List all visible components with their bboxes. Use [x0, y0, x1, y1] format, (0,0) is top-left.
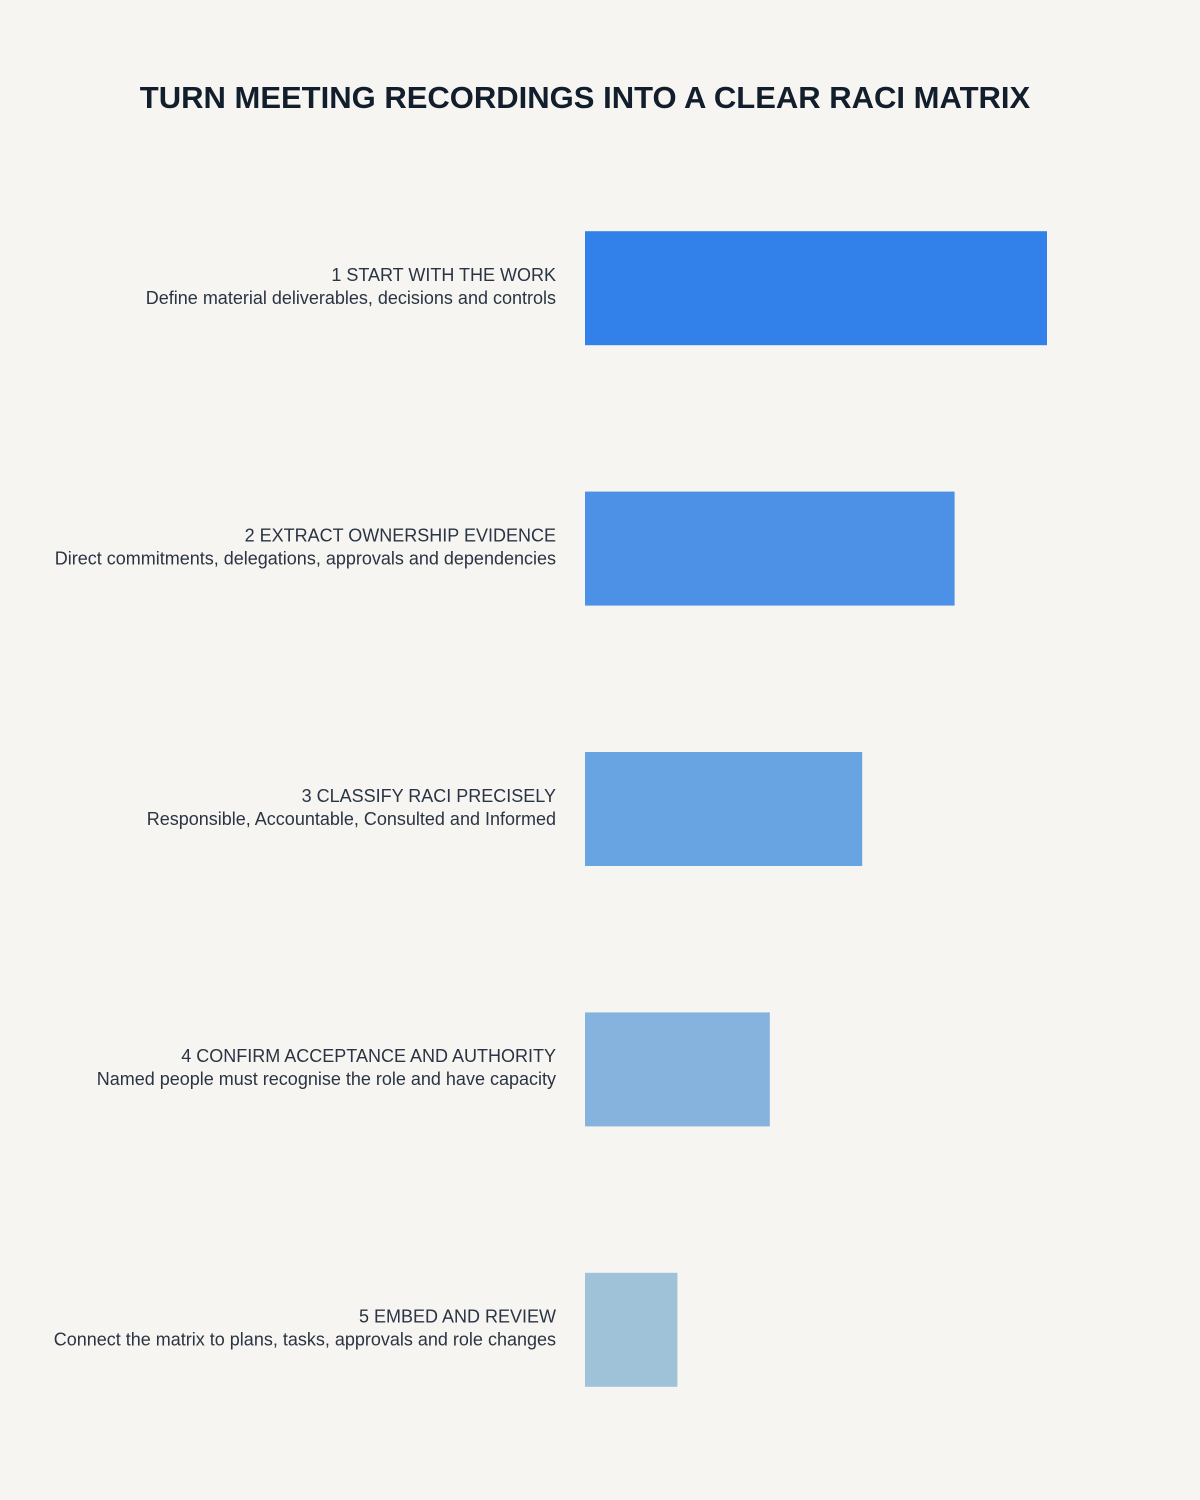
- bar: [585, 491, 955, 606]
- category-label: 5 EMBED AND REVIEW: [359, 1307, 556, 1327]
- category-description: Named people must recognise the role and…: [97, 1069, 556, 1089]
- category-label: 3 CLASSIFY RACI PRECISELY: [302, 786, 556, 806]
- bar: [585, 1272, 678, 1387]
- category-description: Connect the matrix to plans, tasks, appr…: [54, 1330, 556, 1350]
- category-label: 4 CONFIRM ACCEPTANCE AND AUTHORITY: [181, 1046, 556, 1066]
- chart-title: TURN MEETING RECORDINGS INTO A CLEAR RAC…: [140, 80, 1031, 115]
- bar: [585, 1012, 770, 1127]
- category-label: 2 EXTRACT OWNERSHIP EVIDENCE: [245, 525, 556, 545]
- category-description: Define material deliverables, decisions …: [146, 288, 556, 308]
- category-label: 1 START WITH THE WORK: [331, 265, 556, 285]
- bar: [585, 752, 863, 866]
- category-description: Direct commitments, delegations, approva…: [55, 548, 556, 568]
- category-description: Responsible, Accountable, Consulted and …: [147, 809, 556, 829]
- bar: [585, 231, 1047, 346]
